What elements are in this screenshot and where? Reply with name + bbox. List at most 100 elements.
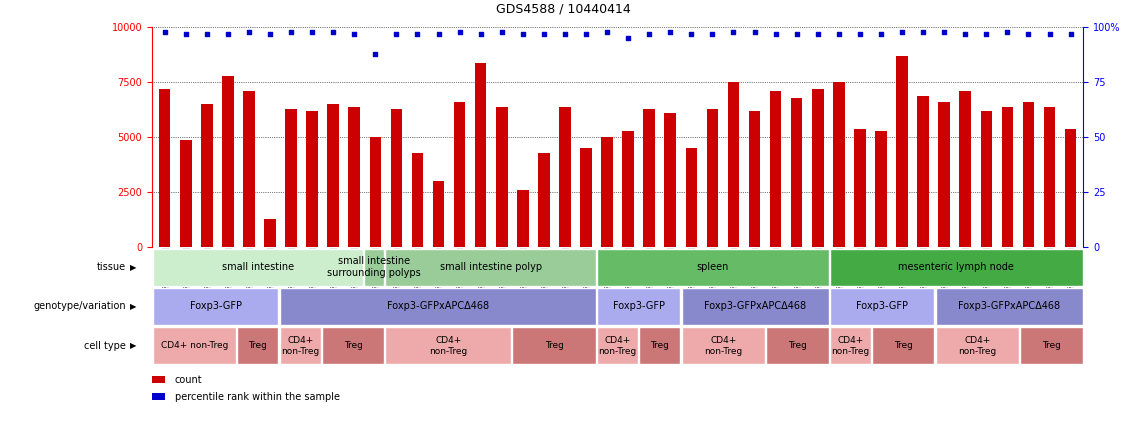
Text: Foxp3-GFP: Foxp3-GFP bbox=[613, 302, 664, 311]
Bar bbox=[1065, 129, 1076, 247]
Bar bbox=[153, 327, 236, 364]
Text: Foxp3-GFPxAPCΔ468: Foxp3-GFPxAPCΔ468 bbox=[386, 302, 489, 311]
Point bbox=[1040, 31, 1058, 38]
Point bbox=[346, 31, 364, 38]
Point bbox=[556, 31, 574, 38]
Bar bbox=[959, 91, 971, 247]
Bar bbox=[153, 288, 278, 325]
Text: Treg: Treg bbox=[651, 341, 669, 350]
Bar bbox=[1020, 327, 1082, 364]
Point bbox=[535, 31, 553, 38]
Bar bbox=[597, 249, 829, 286]
Point bbox=[661, 28, 679, 35]
Bar bbox=[936, 288, 1082, 325]
Point bbox=[641, 31, 659, 38]
Bar bbox=[517, 190, 528, 247]
Point bbox=[472, 31, 490, 38]
Text: ▶: ▶ bbox=[129, 263, 136, 272]
Text: ▶: ▶ bbox=[129, 341, 136, 350]
Bar bbox=[981, 111, 992, 247]
Bar bbox=[790, 98, 803, 247]
Point bbox=[493, 28, 511, 35]
Bar bbox=[1044, 107, 1055, 247]
Text: Foxp3-GFPxAPCΔ468: Foxp3-GFPxAPCΔ468 bbox=[958, 302, 1061, 311]
Text: Treg: Treg bbox=[343, 341, 363, 350]
Bar bbox=[322, 327, 384, 364]
Bar bbox=[830, 327, 870, 364]
Bar bbox=[369, 137, 381, 247]
Text: CD4+ non-Treg: CD4+ non-Treg bbox=[161, 341, 229, 350]
Point bbox=[366, 50, 384, 57]
Point bbox=[513, 31, 531, 38]
Point bbox=[682, 31, 700, 38]
Bar bbox=[495, 107, 508, 247]
Text: CD4+
non-Treg: CD4+ non-Treg bbox=[831, 336, 869, 355]
Bar bbox=[279, 288, 596, 325]
Bar bbox=[855, 129, 866, 247]
Text: CD4+
non-Treg: CD4+ non-Treg bbox=[704, 336, 742, 355]
Text: GDS4588 / 10440414: GDS4588 / 10440414 bbox=[495, 2, 631, 15]
Bar bbox=[918, 96, 929, 247]
Bar bbox=[365, 249, 384, 286]
Bar bbox=[707, 109, 718, 247]
Point bbox=[577, 31, 595, 38]
Point bbox=[155, 28, 173, 35]
Text: Foxp3-GFP: Foxp3-GFP bbox=[189, 302, 241, 311]
Point bbox=[914, 28, 932, 35]
Text: small intestine: small intestine bbox=[222, 262, 294, 272]
Point bbox=[303, 28, 321, 35]
Bar bbox=[681, 288, 829, 325]
Bar bbox=[727, 82, 740, 247]
Point bbox=[767, 31, 785, 38]
Bar bbox=[391, 109, 402, 247]
Bar bbox=[770, 91, 781, 247]
Bar bbox=[938, 102, 950, 247]
Bar bbox=[681, 327, 766, 364]
Bar bbox=[512, 327, 596, 364]
Bar bbox=[597, 288, 680, 325]
Bar bbox=[454, 102, 465, 247]
Point bbox=[851, 31, 869, 38]
Bar bbox=[749, 111, 760, 247]
Point bbox=[387, 31, 405, 38]
Point bbox=[872, 31, 890, 38]
Point bbox=[240, 28, 258, 35]
Point bbox=[1019, 31, 1037, 38]
Point bbox=[450, 28, 468, 35]
Text: Treg: Treg bbox=[545, 341, 563, 350]
Bar bbox=[265, 219, 276, 247]
Text: CD4+
non-Treg: CD4+ non-Treg bbox=[429, 336, 467, 355]
Point bbox=[808, 31, 826, 38]
Bar bbox=[385, 327, 511, 364]
Bar bbox=[560, 107, 571, 247]
Bar bbox=[597, 327, 638, 364]
Text: count: count bbox=[175, 375, 203, 385]
Point bbox=[409, 31, 427, 38]
Bar bbox=[601, 137, 613, 247]
Bar bbox=[873, 327, 935, 364]
Bar bbox=[159, 89, 170, 247]
Text: Treg: Treg bbox=[249, 341, 267, 350]
Text: small intestine
surrounding polyps: small intestine surrounding polyps bbox=[328, 256, 421, 278]
Point bbox=[1062, 31, 1080, 38]
Bar bbox=[623, 131, 634, 247]
Bar bbox=[243, 91, 254, 247]
Point bbox=[788, 31, 806, 38]
Text: tissue: tissue bbox=[97, 262, 126, 272]
Text: CD4+
non-Treg: CD4+ non-Treg bbox=[958, 336, 997, 355]
Bar bbox=[936, 327, 1019, 364]
Text: ▶: ▶ bbox=[129, 302, 136, 311]
Text: Foxp3-GFPxAPCΔ468: Foxp3-GFPxAPCΔ468 bbox=[704, 302, 806, 311]
Text: Treg: Treg bbox=[894, 341, 913, 350]
Point bbox=[956, 31, 974, 38]
Bar bbox=[580, 148, 592, 247]
Bar bbox=[812, 89, 823, 247]
Bar bbox=[538, 153, 549, 247]
Bar bbox=[152, 393, 164, 401]
Bar bbox=[686, 148, 697, 247]
Point bbox=[282, 28, 300, 35]
Bar bbox=[833, 82, 844, 247]
Bar bbox=[306, 111, 318, 247]
Bar bbox=[896, 56, 908, 247]
Bar bbox=[640, 327, 680, 364]
